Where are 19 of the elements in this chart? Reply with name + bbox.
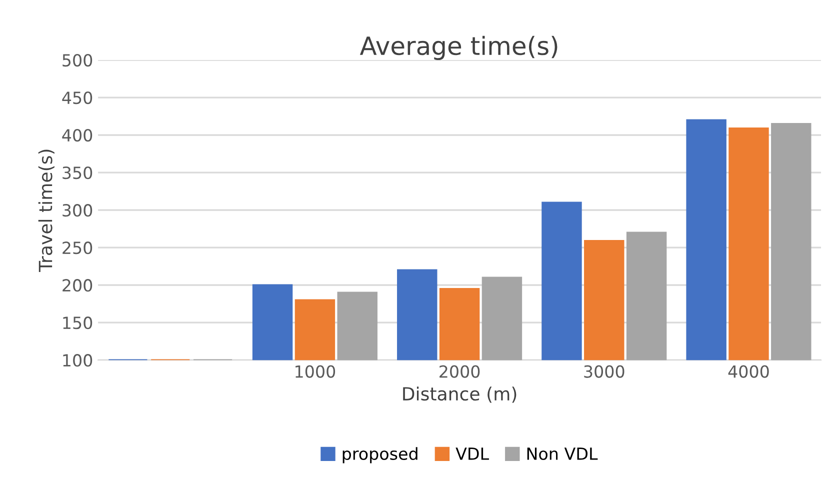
legend-label: proposed [342, 447, 418, 464]
y-tick-label: 450 [62, 91, 92, 104]
y-tick-label: 300 [62, 204, 92, 217]
y-tick-label: 350 [62, 166, 92, 180]
y-tick-label: 400 [62, 129, 92, 142]
x-tick-label: 1000 [296, 365, 336, 378]
legend-label: Non VDL [527, 448, 598, 460]
x-tick-label: 4000 [728, 365, 769, 378]
x-axis-title: Distance (m) [403, 386, 516, 403]
y-tick-label: 100 [63, 354, 92, 367]
y-tick-label: 250 [62, 242, 92, 254]
chart-title: Average time(s) [360, 36, 558, 60]
y-axis-title: Travel time(s) [38, 150, 54, 272]
x-tick-label: 3000 [584, 365, 624, 378]
y-tick-label: 150 [63, 316, 92, 330]
y-tick-label: 200 [62, 279, 92, 292]
legend-label: VDL [456, 448, 489, 460]
x-tick-label: 2000 [440, 365, 480, 378]
y-tick-label: 500 [62, 54, 92, 67]
